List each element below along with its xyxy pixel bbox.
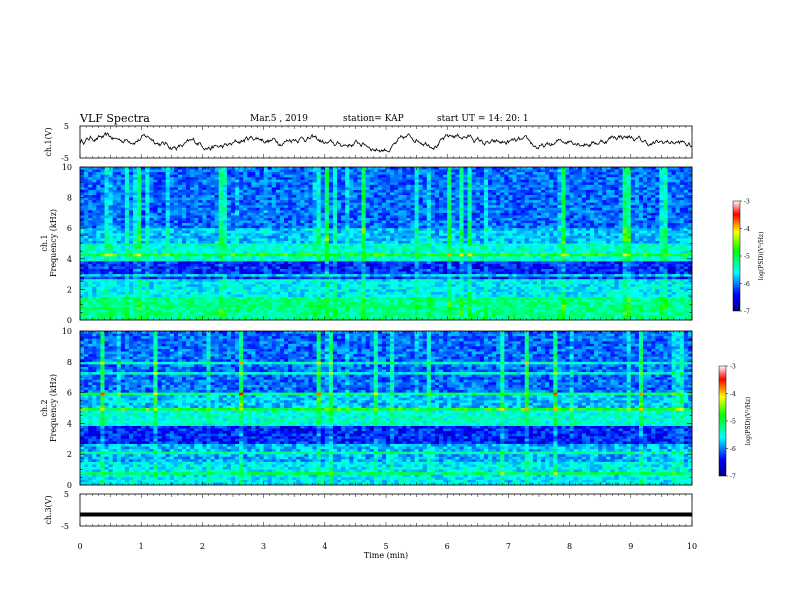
colorbar-tick-label: -3 — [730, 364, 736, 371]
time-tick-label: 6 — [445, 542, 450, 551]
ch2-ytick-label: 8 — [67, 358, 72, 367]
time-tick-label: 0 — [77, 542, 82, 551]
time-tick-label: 2 — [200, 542, 205, 551]
ch3-waveform-line — [80, 513, 692, 517]
ch1-ylabel: ch.1(V) — [44, 127, 53, 156]
ch2-colorbar-label: log(PSD)(V²/Hz) — [745, 397, 752, 446]
ch1-ytick-label: 0 — [67, 316, 72, 325]
ch2-ytick-label: 2 — [67, 450, 72, 459]
ch1-ytick-label: 10 — [62, 163, 72, 172]
ch2-spec-ylabel-channel: ch.2 — [40, 399, 49, 416]
ch1-ytick-label: 4 — [67, 255, 72, 264]
ch2-spectrogram — [80, 331, 692, 485]
ch1-waveform-line — [80, 133, 692, 152]
time-tick-label: 10 — [687, 542, 697, 551]
colorbar-tick-label: -7 — [730, 474, 736, 481]
time-tick-label: 4 — [322, 542, 327, 551]
ch1-spectrogram — [80, 167, 692, 320]
ch1-ytick-label: 2 — [67, 285, 72, 294]
ch1-spec-ylabel-frequency: Frequency (kHz) — [49, 209, 58, 277]
colorbar-tick-label: -7 — [744, 309, 750, 316]
ch3-ytick-top: 5 — [64, 490, 69, 499]
ch3-ylabel: ch.3(V) — [44, 495, 53, 524]
ch2-spectrogram-panel: 0 2 4 6 8 10 ch.2 Frequency (kHz) — [40, 327, 692, 490]
time-tick-label: 5 — [383, 542, 388, 551]
time-tick-label: 3 — [261, 542, 266, 551]
time-axis-label: Time (min) — [364, 551, 408, 560]
colorbar-tick-label: -4 — [730, 391, 736, 398]
ch1-colorbar-label: log(PSD)(V²/Hz) — [758, 232, 765, 281]
ch2-spec-ylabel-frequency: Frequency (kHz) — [49, 374, 58, 442]
ch1-ytick-label: 8 — [67, 194, 72, 203]
colorbar-tick-label: -5 — [730, 419, 736, 426]
ch3-ytick-bottom: -5 — [61, 522, 69, 531]
ch2-colorbar: -3 -4 -5 -6 -7 log(PSD)(V²/Hz) — [719, 364, 752, 481]
ch2-ytick-label: 4 — [67, 419, 72, 428]
ch1-ytick-bottom: -5 — [61, 154, 69, 163]
ch1-colorbar: -3 -4 -5 -6 -7 log(PSD)(V²/Hz) — [733, 199, 765, 316]
ch1-ytick-top: 5 — [64, 122, 69, 131]
colorbar-tick-label: -6 — [730, 446, 736, 453]
time-tick-label: 8 — [567, 542, 572, 551]
time-tick-label: 7 — [506, 542, 511, 551]
time-tick-label: 1 — [139, 542, 144, 551]
ch2-ytick-label: 10 — [62, 327, 72, 336]
ch1-spec-ylabel-channel: ch.1 — [40, 234, 49, 251]
colorbar-tick-label: -4 — [744, 226, 750, 233]
colorbar-tick-label: -5 — [744, 254, 750, 261]
ch1-ytick-label: 6 — [67, 224, 72, 233]
ch2-ytick-label: 6 — [67, 389, 72, 398]
time-tick-label: 9 — [628, 542, 633, 551]
colorbar-tick-label: -3 — [744, 199, 750, 206]
colorbar-tick-label: -6 — [744, 281, 750, 288]
ch1-spectrogram-panel: 0 2 4 6 8 10 ch.1 Frequency (kHz) — [40, 163, 692, 325]
ch2-ytick-label: 0 — [67, 481, 72, 490]
